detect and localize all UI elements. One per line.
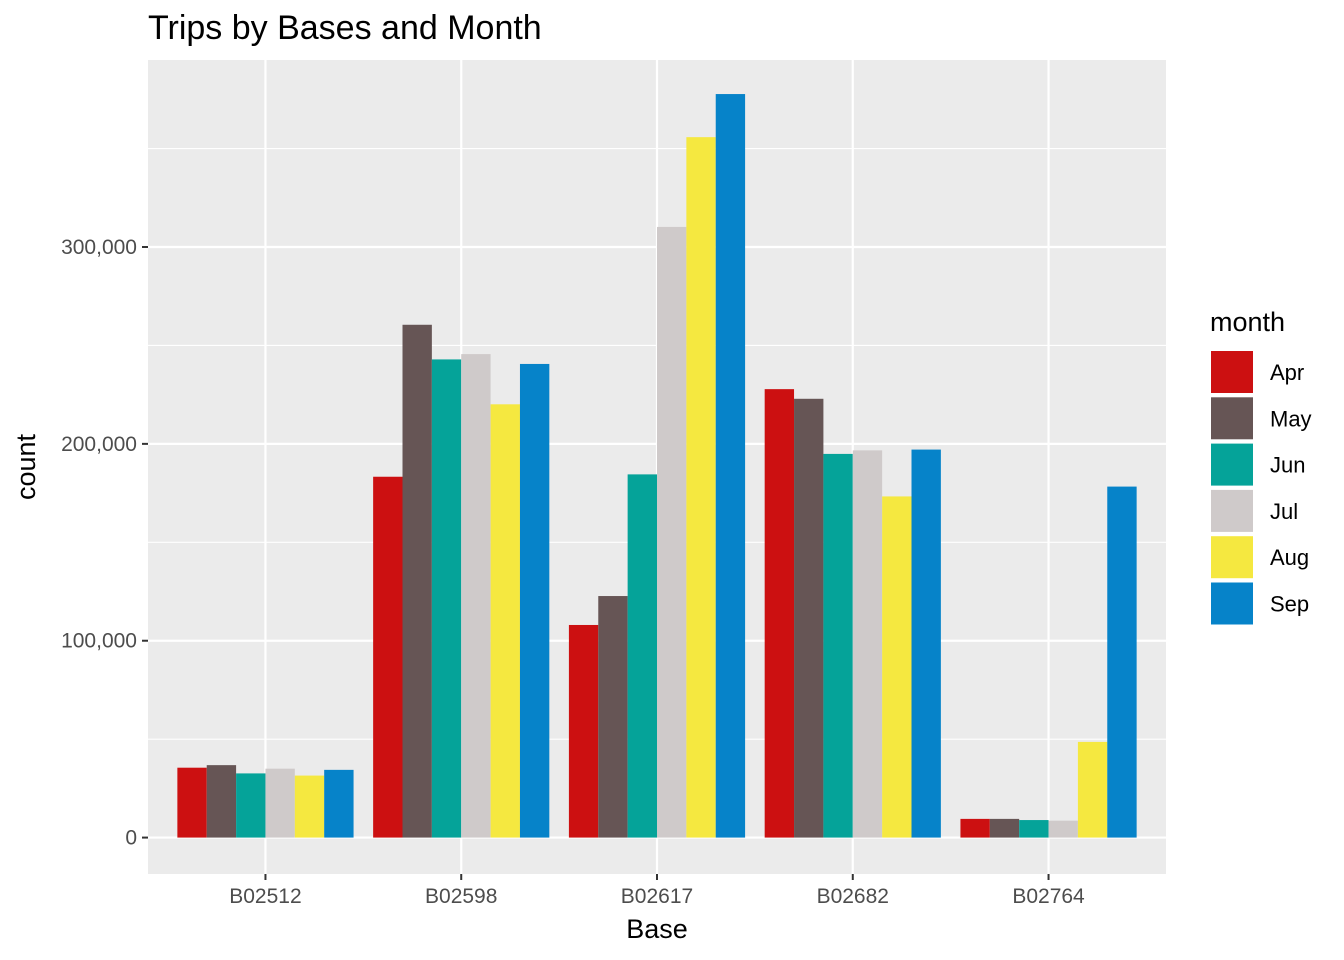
bar-B02764-Apr bbox=[960, 818, 990, 838]
legend-label-Jun: Jun bbox=[1270, 453, 1305, 478]
x-tick-label: B02617 bbox=[621, 885, 693, 908]
legend-key-May bbox=[1211, 397, 1253, 440]
legend-key-Aug bbox=[1211, 536, 1253, 579]
y-tick-label: 200,000 bbox=[61, 433, 137, 456]
x-axis: B02512 B02598 B02617 B02682 B02764 bbox=[229, 874, 1085, 908]
bar-B02598-May bbox=[402, 324, 432, 838]
legend: month Apr May Jun Jul Aug Sep bbox=[1210, 307, 1312, 625]
y-tick-label: 0 bbox=[125, 827, 137, 850]
bar-B02764-Aug bbox=[1077, 741, 1108, 838]
bar-B02512-Apr bbox=[177, 767, 207, 838]
y-tick-label: 100,000 bbox=[61, 630, 137, 653]
bar-B02682-Jun bbox=[823, 453, 853, 838]
legend-label-Aug: Aug bbox=[1270, 545, 1309, 570]
legend-key-Jul bbox=[1211, 489, 1253, 532]
bar-B02764-Jul bbox=[1048, 820, 1078, 838]
x-tick-label: B02512 bbox=[229, 885, 301, 908]
bar-B02617-Jul bbox=[657, 226, 687, 838]
y-axis: 0 100,000 200,000 300,000 bbox=[61, 236, 148, 850]
bars bbox=[177, 94, 1137, 838]
bar-B02682-Aug bbox=[882, 496, 912, 838]
bar-B02598-Aug bbox=[490, 404, 520, 838]
x-tick-label: B02764 bbox=[1012, 885, 1085, 908]
bar-B02617-Apr bbox=[568, 624, 599, 838]
x-axis-title: Base bbox=[626, 914, 688, 944]
bar-B02617-Aug bbox=[686, 137, 716, 838]
bar-B02512-May bbox=[206, 765, 237, 838]
bar-B02764-May bbox=[989, 818, 1020, 838]
bar-B02598-Jul bbox=[461, 354, 491, 838]
bar-B02598-Jun bbox=[431, 359, 462, 838]
bar-B02682-Sep bbox=[911, 449, 941, 838]
legend-key-Jun bbox=[1211, 443, 1253, 486]
bar-B02617-May bbox=[598, 596, 628, 838]
bar-B02512-Jul bbox=[265, 768, 295, 838]
legend-label-Apr: Apr bbox=[1270, 360, 1304, 385]
bar-B02682-Jul bbox=[852, 450, 883, 838]
bar-B02617-Jun bbox=[627, 474, 657, 838]
bar-B02598-Apr bbox=[373, 476, 403, 838]
legend-key-Sep bbox=[1211, 582, 1253, 625]
y-axis-title: count bbox=[11, 433, 41, 500]
legend-items: Apr May Jun Jul Aug Sep bbox=[1211, 351, 1312, 625]
bar-B02512-Sep bbox=[324, 769, 354, 838]
bar-B02764-Sep bbox=[1107, 486, 1137, 838]
legend-key-Apr bbox=[1211, 351, 1253, 393]
y-tick-label: 300,000 bbox=[61, 236, 137, 259]
x-tick-label: B02682 bbox=[817, 885, 889, 908]
legend-label-Jul: Jul bbox=[1270, 499, 1298, 524]
bar-B02764-Jun bbox=[1019, 820, 1049, 838]
bar-B02512-Jun bbox=[236, 773, 266, 838]
bar-B02682-Apr bbox=[764, 389, 795, 838]
legend-label-Sep: Sep bbox=[1270, 592, 1309, 617]
legend-title: month bbox=[1210, 307, 1285, 337]
bar-B02598-Sep bbox=[519, 363, 550, 838]
bar-B02512-Aug bbox=[294, 775, 325, 838]
bar-B02617-Sep bbox=[715, 94, 746, 838]
legend-label-May: May bbox=[1270, 406, 1312, 431]
chart-title: Trips by Bases and Month bbox=[148, 9, 542, 47]
bar-B02682-May bbox=[794, 398, 824, 838]
x-tick-label: B02598 bbox=[425, 885, 497, 908]
